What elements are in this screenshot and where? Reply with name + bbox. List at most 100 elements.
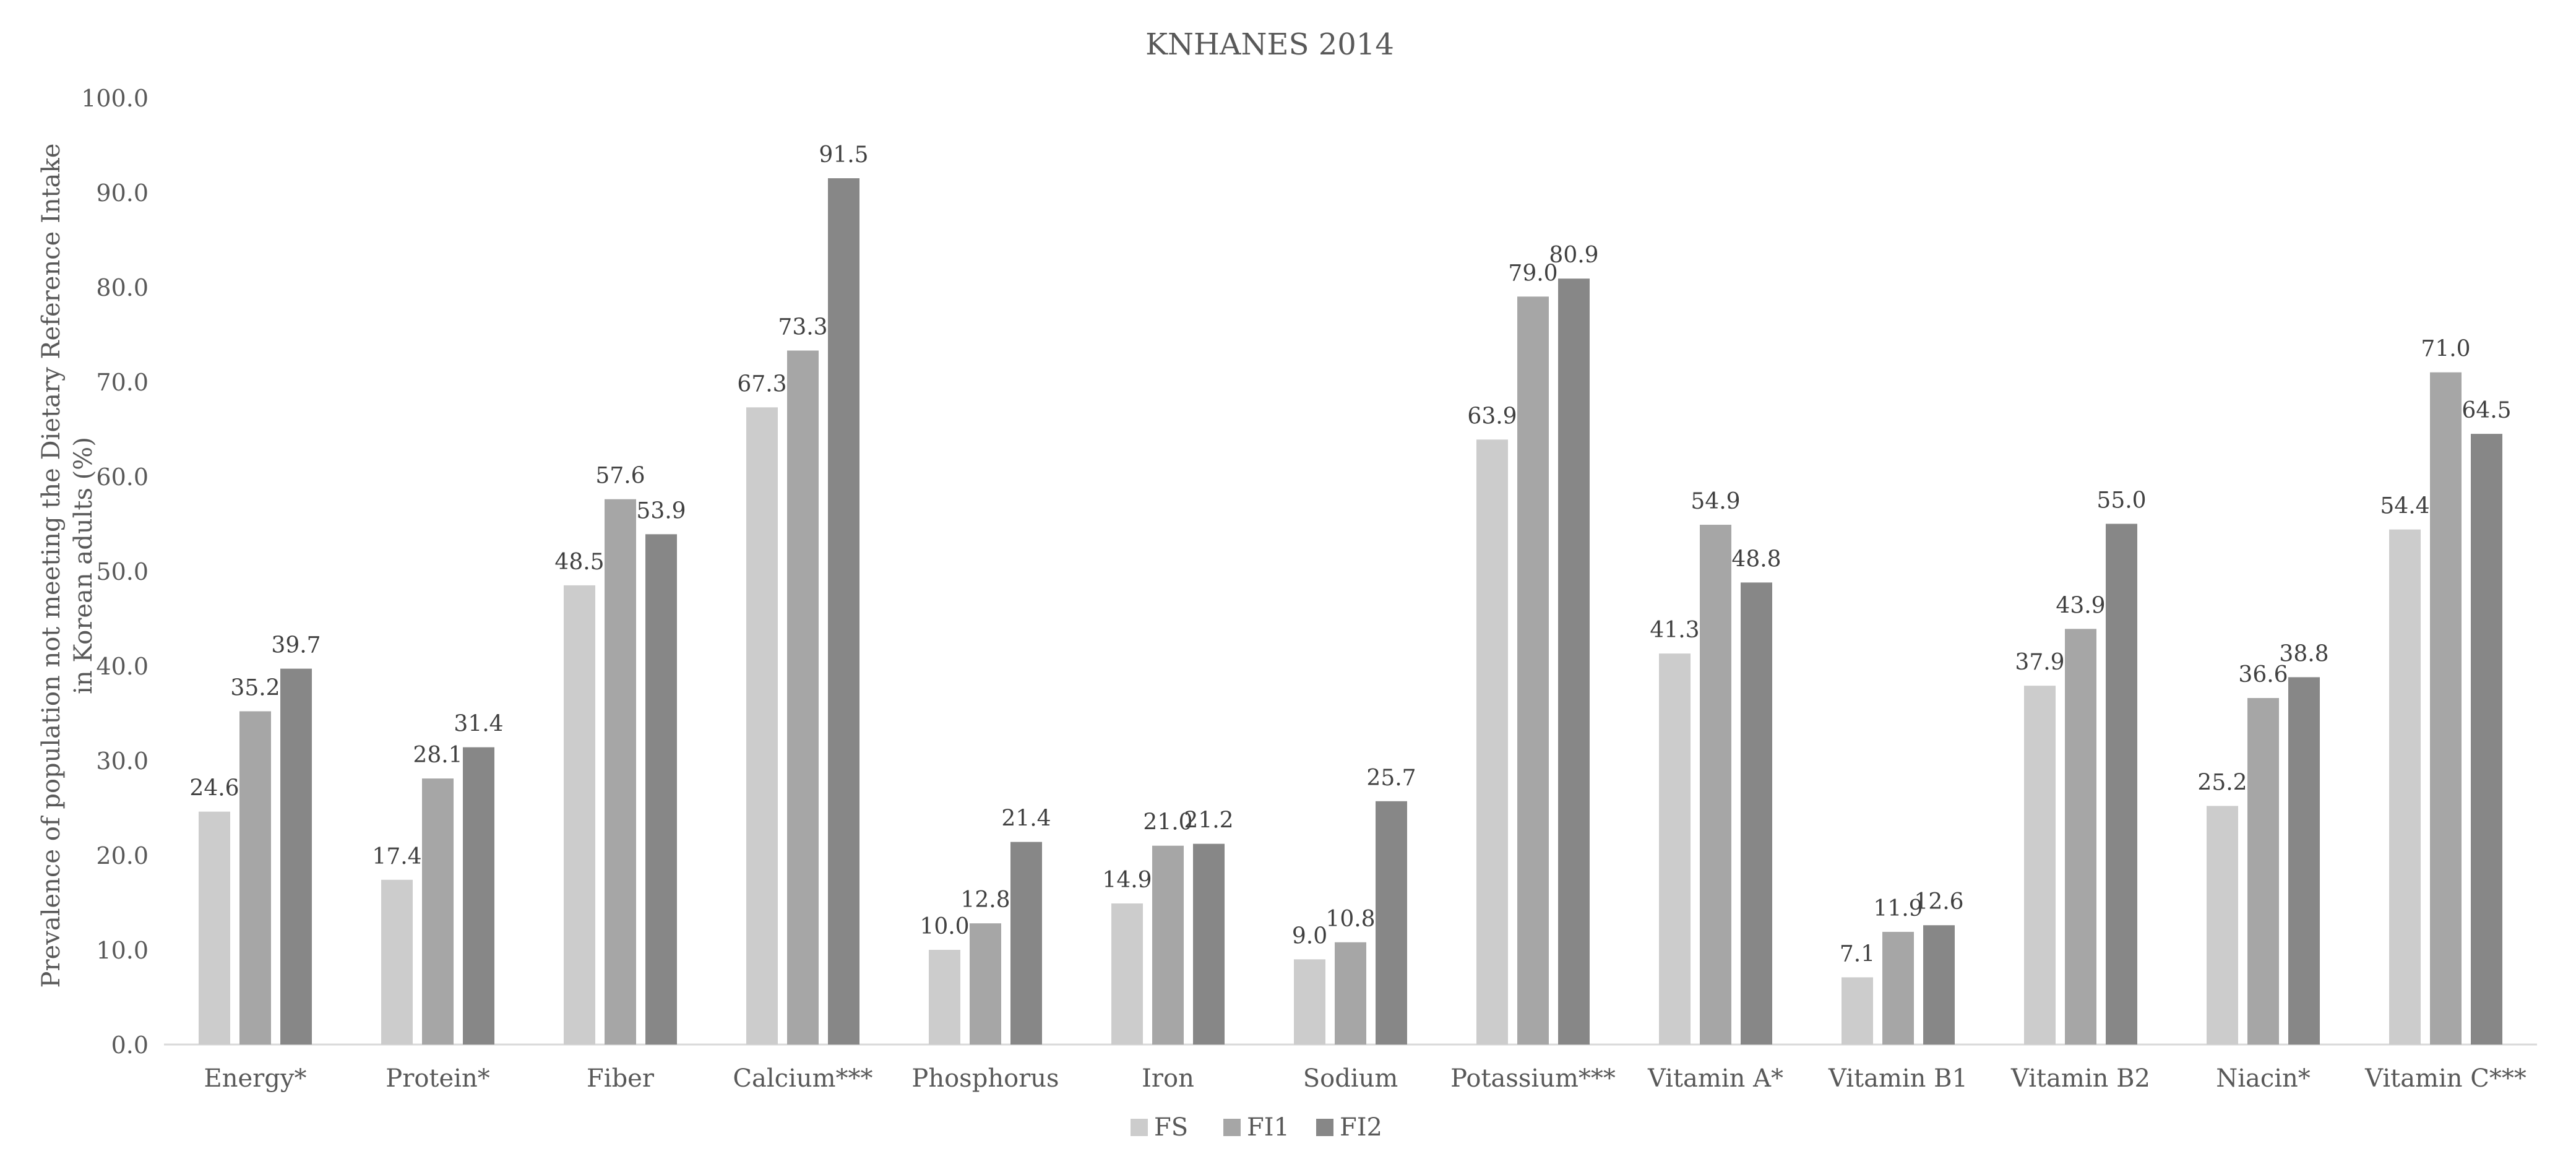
bar-fs-1 xyxy=(381,879,413,1045)
bar-fi1-5 xyxy=(1152,845,1184,1045)
chart-title: KNHANES 2014 xyxy=(1145,27,1394,62)
x-tick-label: Potassium*** xyxy=(1450,1064,1616,1093)
x-tick-label: Niacin* xyxy=(2216,1064,2311,1093)
data-label: 14.9 xyxy=(1102,868,1152,893)
x-tick-label: Energy* xyxy=(204,1064,307,1093)
data-label: 7.1 xyxy=(1840,941,1875,967)
y-tick-label: 100.0 xyxy=(81,85,149,112)
bar-fs-2 xyxy=(564,585,595,1045)
bar-fi2-6 xyxy=(1376,801,1407,1045)
data-label: 24.6 xyxy=(189,776,239,801)
y-tick-label: 90.0 xyxy=(96,179,149,207)
y-axis-label-line1: Prevalence of population not meeting the… xyxy=(37,144,66,988)
data-label: 54.4 xyxy=(2380,494,2429,519)
data-label: 25.2 xyxy=(2197,770,2247,795)
data-label: 73.3 xyxy=(778,315,827,340)
data-label: 54.9 xyxy=(1691,489,1740,514)
data-label: 91.5 xyxy=(819,142,868,168)
value-labels-group: 24.6 35.2 39.7 17.4 28.1 31.4 48.5 57.6 53.9 67.3… xyxy=(189,142,2511,967)
y-axis-label: Prevalence of population not meeting the… xyxy=(37,144,98,988)
data-label: 10.8 xyxy=(1325,907,1375,932)
bar-fi1-7 xyxy=(1517,296,1549,1045)
y-tick-label: 0.0 xyxy=(111,1032,149,1059)
data-label: 63.9 xyxy=(1467,403,1517,429)
data-label: 55.0 xyxy=(2096,488,2146,514)
bar-fs-7 xyxy=(1476,439,1508,1045)
bar-fi1-1 xyxy=(422,778,454,1045)
x-tick-label: Phosphorus xyxy=(911,1064,1059,1093)
x-tick-label: Vitamin B2 xyxy=(2010,1064,2150,1093)
bar-fi1-4 xyxy=(970,923,1001,1045)
data-label: 12.8 xyxy=(960,887,1010,913)
bar-fi1-2 xyxy=(605,499,636,1045)
x-tick-label: Vitamin A* xyxy=(1647,1064,1783,1093)
y-tick-label: 40.0 xyxy=(96,653,149,680)
y-tick-label: 30.0 xyxy=(96,748,149,775)
data-label: 28.1 xyxy=(413,743,462,768)
legend-swatch-fi1 xyxy=(1223,1119,1241,1136)
y-tick-label: 60.0 xyxy=(96,463,149,491)
bar-fi2-9 xyxy=(1923,925,1955,1045)
bar-fi2-1 xyxy=(463,747,494,1045)
bar-fi2-5 xyxy=(1193,843,1225,1045)
bar-fs-8 xyxy=(1659,653,1691,1045)
bar-fi2-0 xyxy=(280,668,312,1045)
y-tick-label: 20.0 xyxy=(96,842,149,869)
bar-fi1-12 xyxy=(2430,372,2462,1045)
bar-fi1-0 xyxy=(239,711,271,1045)
bar-fs-5 xyxy=(1111,903,1143,1045)
data-label: 21.4 xyxy=(1001,806,1051,832)
data-label: 41.3 xyxy=(1650,618,1699,643)
bar-fi2-11 xyxy=(2288,677,2320,1045)
bars-group xyxy=(199,178,2502,1045)
data-label: 21.2 xyxy=(1184,808,1233,834)
bar-fi2-4 xyxy=(1010,842,1042,1045)
data-label: 64.5 xyxy=(2462,398,2511,423)
data-label: 43.9 xyxy=(2056,593,2105,618)
data-label: 35.2 xyxy=(230,675,280,700)
bar-fi2-8 xyxy=(1741,582,1772,1045)
data-label: 11.9 xyxy=(1873,896,1923,921)
bar-fs-3 xyxy=(746,407,778,1045)
data-label: 39.7 xyxy=(271,633,321,658)
data-label: 80.9 xyxy=(1549,243,1598,268)
bar-fi2-10 xyxy=(2106,524,2137,1045)
bar-fi2-7 xyxy=(1558,278,1590,1045)
x-tick-label: Vitamin C*** xyxy=(2364,1064,2526,1093)
data-label: 36.6 xyxy=(2238,662,2288,687)
bar-fs-11 xyxy=(2207,806,2238,1045)
data-label: 79.0 xyxy=(1508,261,1557,286)
y-tick-label: 50.0 xyxy=(96,558,149,585)
data-label: 25.7 xyxy=(1366,765,1416,791)
legend-label: FS xyxy=(1154,1113,1188,1142)
bar-fs-4 xyxy=(929,950,960,1045)
bar-fs-12 xyxy=(2389,529,2421,1045)
bar-fi1-8 xyxy=(1700,525,1731,1045)
bar-fs-6 xyxy=(1294,959,1325,1045)
y-tick-label: 80.0 xyxy=(96,274,149,301)
data-label: 53.9 xyxy=(636,498,686,524)
data-label: 48.8 xyxy=(1731,546,1781,572)
bar-fi1-10 xyxy=(2065,629,2096,1045)
data-label: 17.4 xyxy=(372,844,421,869)
data-label: 67.3 xyxy=(737,371,786,397)
bar-fi1-3 xyxy=(787,350,819,1045)
y-axis-label-line2: in Korean adults (%) xyxy=(69,437,98,694)
legend-swatch-fi2 xyxy=(1316,1119,1333,1136)
bar-fs-0 xyxy=(199,811,230,1045)
legend: FS FI1 FI2 xyxy=(1131,1113,1382,1142)
x-tick-label: Sodium xyxy=(1303,1064,1398,1093)
y-tick-label: 10.0 xyxy=(96,937,149,964)
bar-fi2-2 xyxy=(645,534,677,1045)
bar-fs-10 xyxy=(2024,686,2056,1045)
x-tick-label: Fiber xyxy=(587,1064,655,1093)
data-label: 48.5 xyxy=(554,549,604,575)
y-axis-ticks: 0.0 10.0 20.0 30.0 40.0 50.0 60.0 70.0 80.0 90.0 1… xyxy=(81,85,149,1059)
legend-label: FI1 xyxy=(1247,1113,1290,1142)
data-label: 21.0 xyxy=(1143,810,1192,835)
legend-label: FI2 xyxy=(1340,1113,1382,1142)
x-tick-label: Vitamin B1 xyxy=(1828,1064,1968,1093)
x-tick-label: Protein* xyxy=(386,1064,489,1093)
